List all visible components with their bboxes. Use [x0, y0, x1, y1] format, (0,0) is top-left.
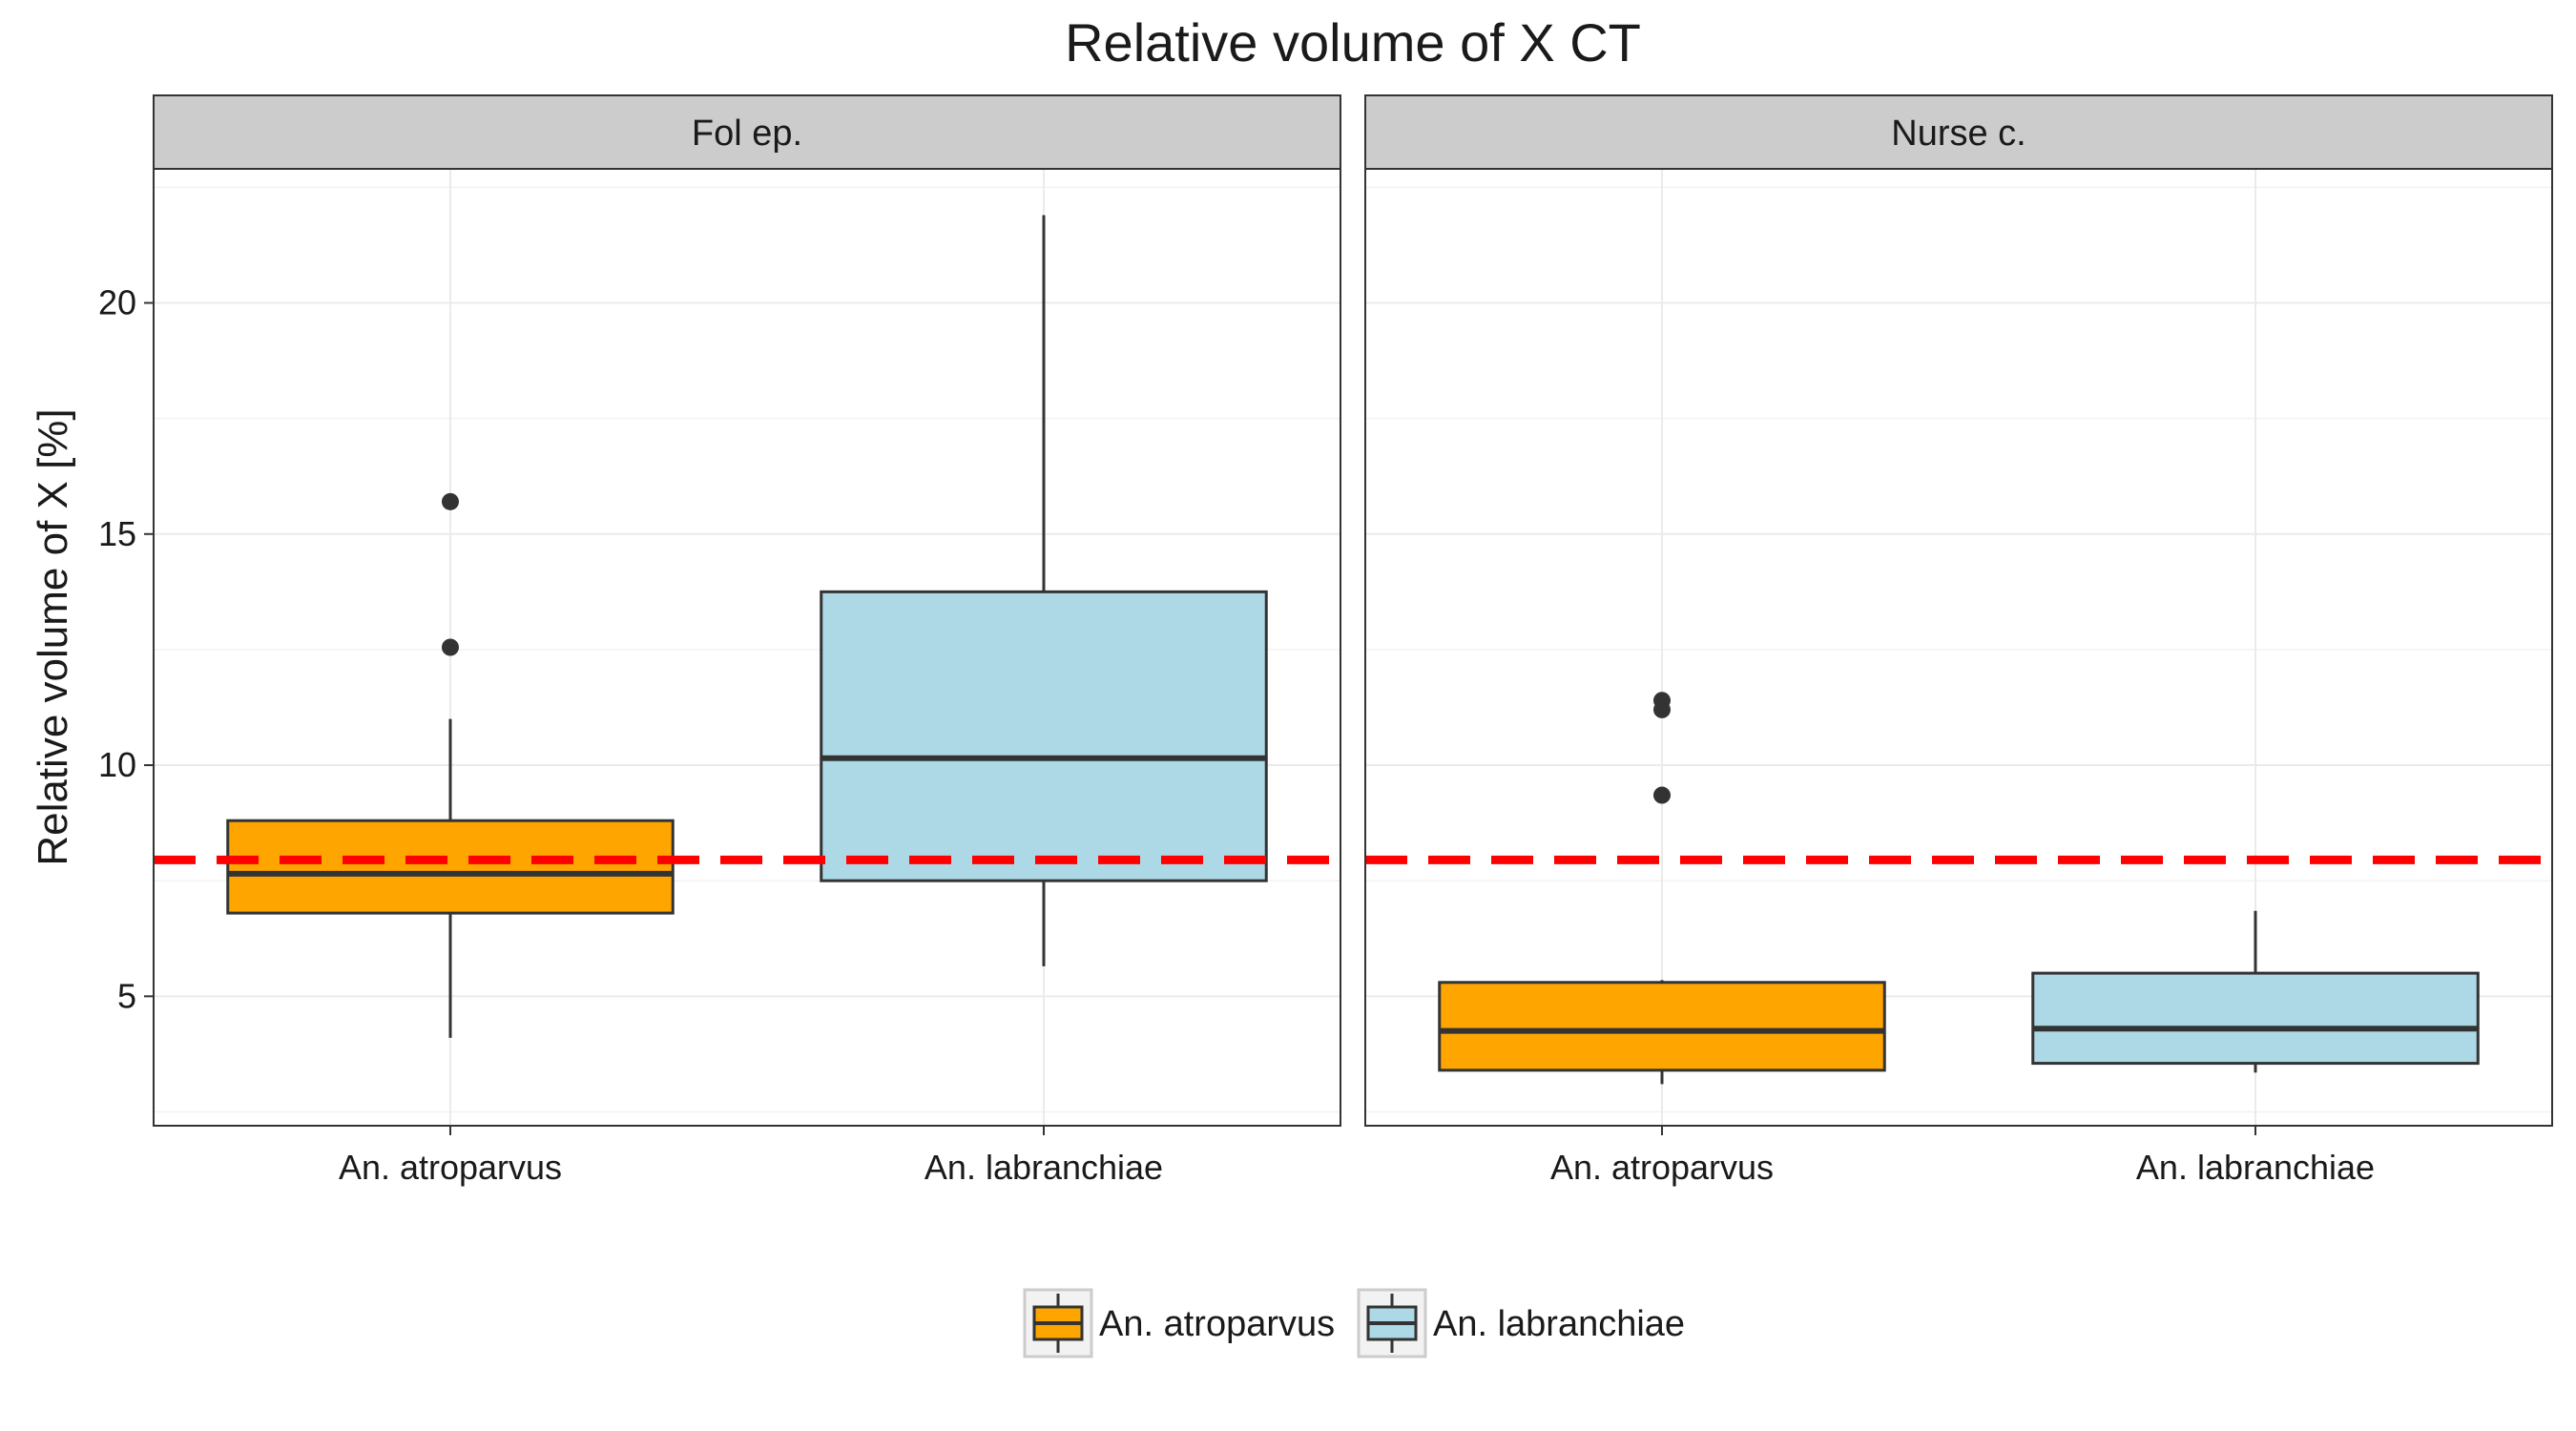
y-tick-label: 10	[98, 745, 136, 784]
y-tick-label: 5	[117, 976, 136, 1015]
box	[1438, 692, 1886, 1085]
facet-panel: Fol ep. An. atroparvus An. labranchiae	[153, 94, 1341, 1187]
facet-panel: Nurse c. An. atroparvus An. labranchiae	[1364, 94, 2553, 1187]
box	[226, 492, 675, 1038]
x-tick-label: An. atroparvus	[1550, 1148, 1774, 1187]
outlier-point	[442, 638, 459, 656]
outlier-point	[442, 492, 459, 510]
legend-label: An. atroparvus	[1099, 1304, 1335, 1344]
legend-item: An. labranchiae	[1357, 1288, 1685, 1358]
panel-background	[1365, 169, 2552, 1126]
facet-label: Nurse c.	[1891, 114, 2025, 154]
y-axis: 5 10 15 20	[98, 283, 154, 1015]
box-body	[226, 819, 675, 915]
panel-border	[1364, 168, 2553, 1127]
panel-border	[153, 168, 1341, 1127]
outlier-point	[1653, 692, 1671, 710]
facet-label: Fol ep.	[692, 114, 802, 154]
facet-panels: Fol ep.An. atroparvus An. labranchiaeNurs…	[153, 94, 2553, 1187]
box	[820, 215, 1268, 966]
box-body	[820, 590, 1268, 882]
x-tick-label: An. labranchiae	[924, 1148, 1163, 1187]
outlier-point	[1653, 786, 1671, 804]
chart-title: Relative volume of X CT	[1065, 12, 1641, 73]
y-tick-label: 15	[98, 514, 136, 553]
box-body	[2031, 971, 2480, 1066]
box-body	[1438, 981, 1886, 1072]
y-axis-title: Relative volume of X [%]	[30, 408, 76, 865]
legend-item: An. atroparvus	[1023, 1288, 1335, 1358]
x-tick-label: An. atroparvus	[339, 1148, 562, 1187]
x-tick-label: An. labranchiae	[2136, 1148, 2375, 1187]
legend: An. atroparvus An. labranchiae	[1023, 1288, 1685, 1358]
facet-strip	[1364, 94, 2553, 170]
box	[2031, 910, 2480, 1073]
legend-label: An. labranchiae	[1433, 1304, 1685, 1344]
facet-strip	[153, 94, 1341, 170]
y-tick-label: 20	[98, 283, 136, 322]
